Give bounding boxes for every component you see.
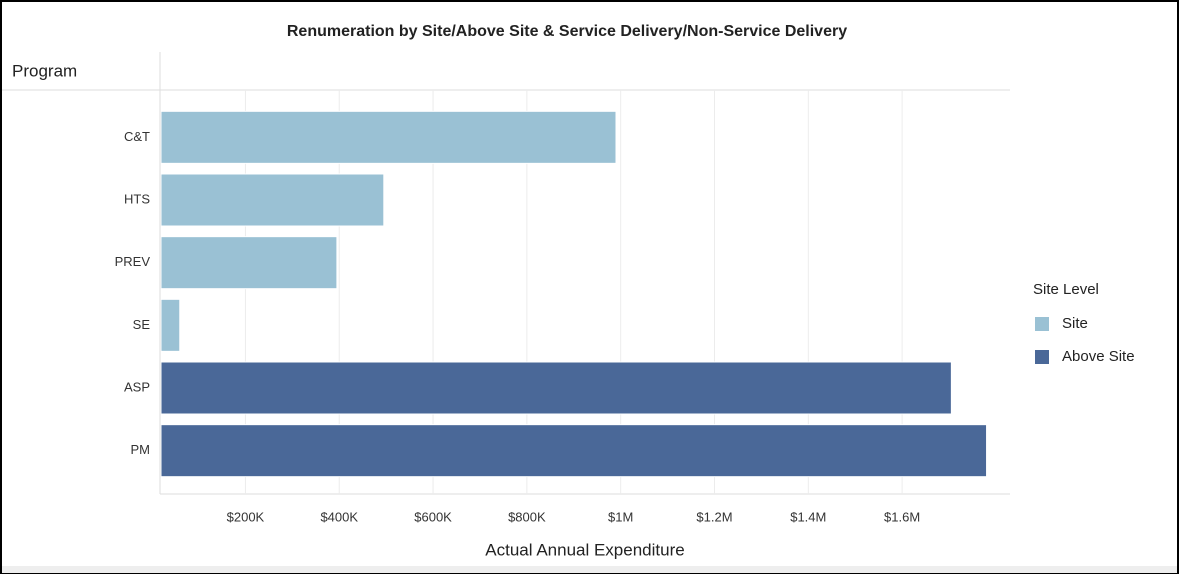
x-tick-label: $800K [508, 509, 546, 524]
legend-swatch [1035, 350, 1049, 364]
bar [160, 361, 952, 415]
x-tick-label: $1.6M [884, 509, 920, 524]
bar [160, 110, 617, 164]
bar [160, 424, 988, 478]
x-axis-title: Actual Annual Expenditure [485, 540, 684, 559]
legend-swatch [1035, 317, 1049, 331]
bar [160, 298, 181, 352]
y-tick-label: PM [131, 442, 151, 457]
legend-label: Above Site [1062, 348, 1135, 365]
y-tick-label: SE [133, 317, 151, 332]
y-tick-label: C&T [124, 129, 150, 144]
x-tick-label: $1.4M [790, 509, 826, 524]
bottom-strip [2, 566, 1177, 573]
legend-title: Site Level [1033, 281, 1099, 298]
x-tick-label: $1.2M [696, 509, 732, 524]
y-tick-label: PREV [115, 254, 151, 269]
legend-label: Site [1062, 315, 1088, 332]
chart-title: Renumeration by Site/Above Site & Servic… [287, 23, 847, 40]
bar [160, 236, 338, 290]
y-tick-label: HTS [124, 191, 150, 206]
x-tick-label: $1M [608, 509, 633, 524]
x-tick-label: $400K [320, 509, 358, 524]
bar [160, 173, 385, 227]
x-tick-label: $600K [414, 509, 452, 524]
y-tick-label: ASP [124, 379, 150, 394]
y-axis-title: Program [12, 61, 77, 80]
x-tick-label: $200K [227, 509, 265, 524]
